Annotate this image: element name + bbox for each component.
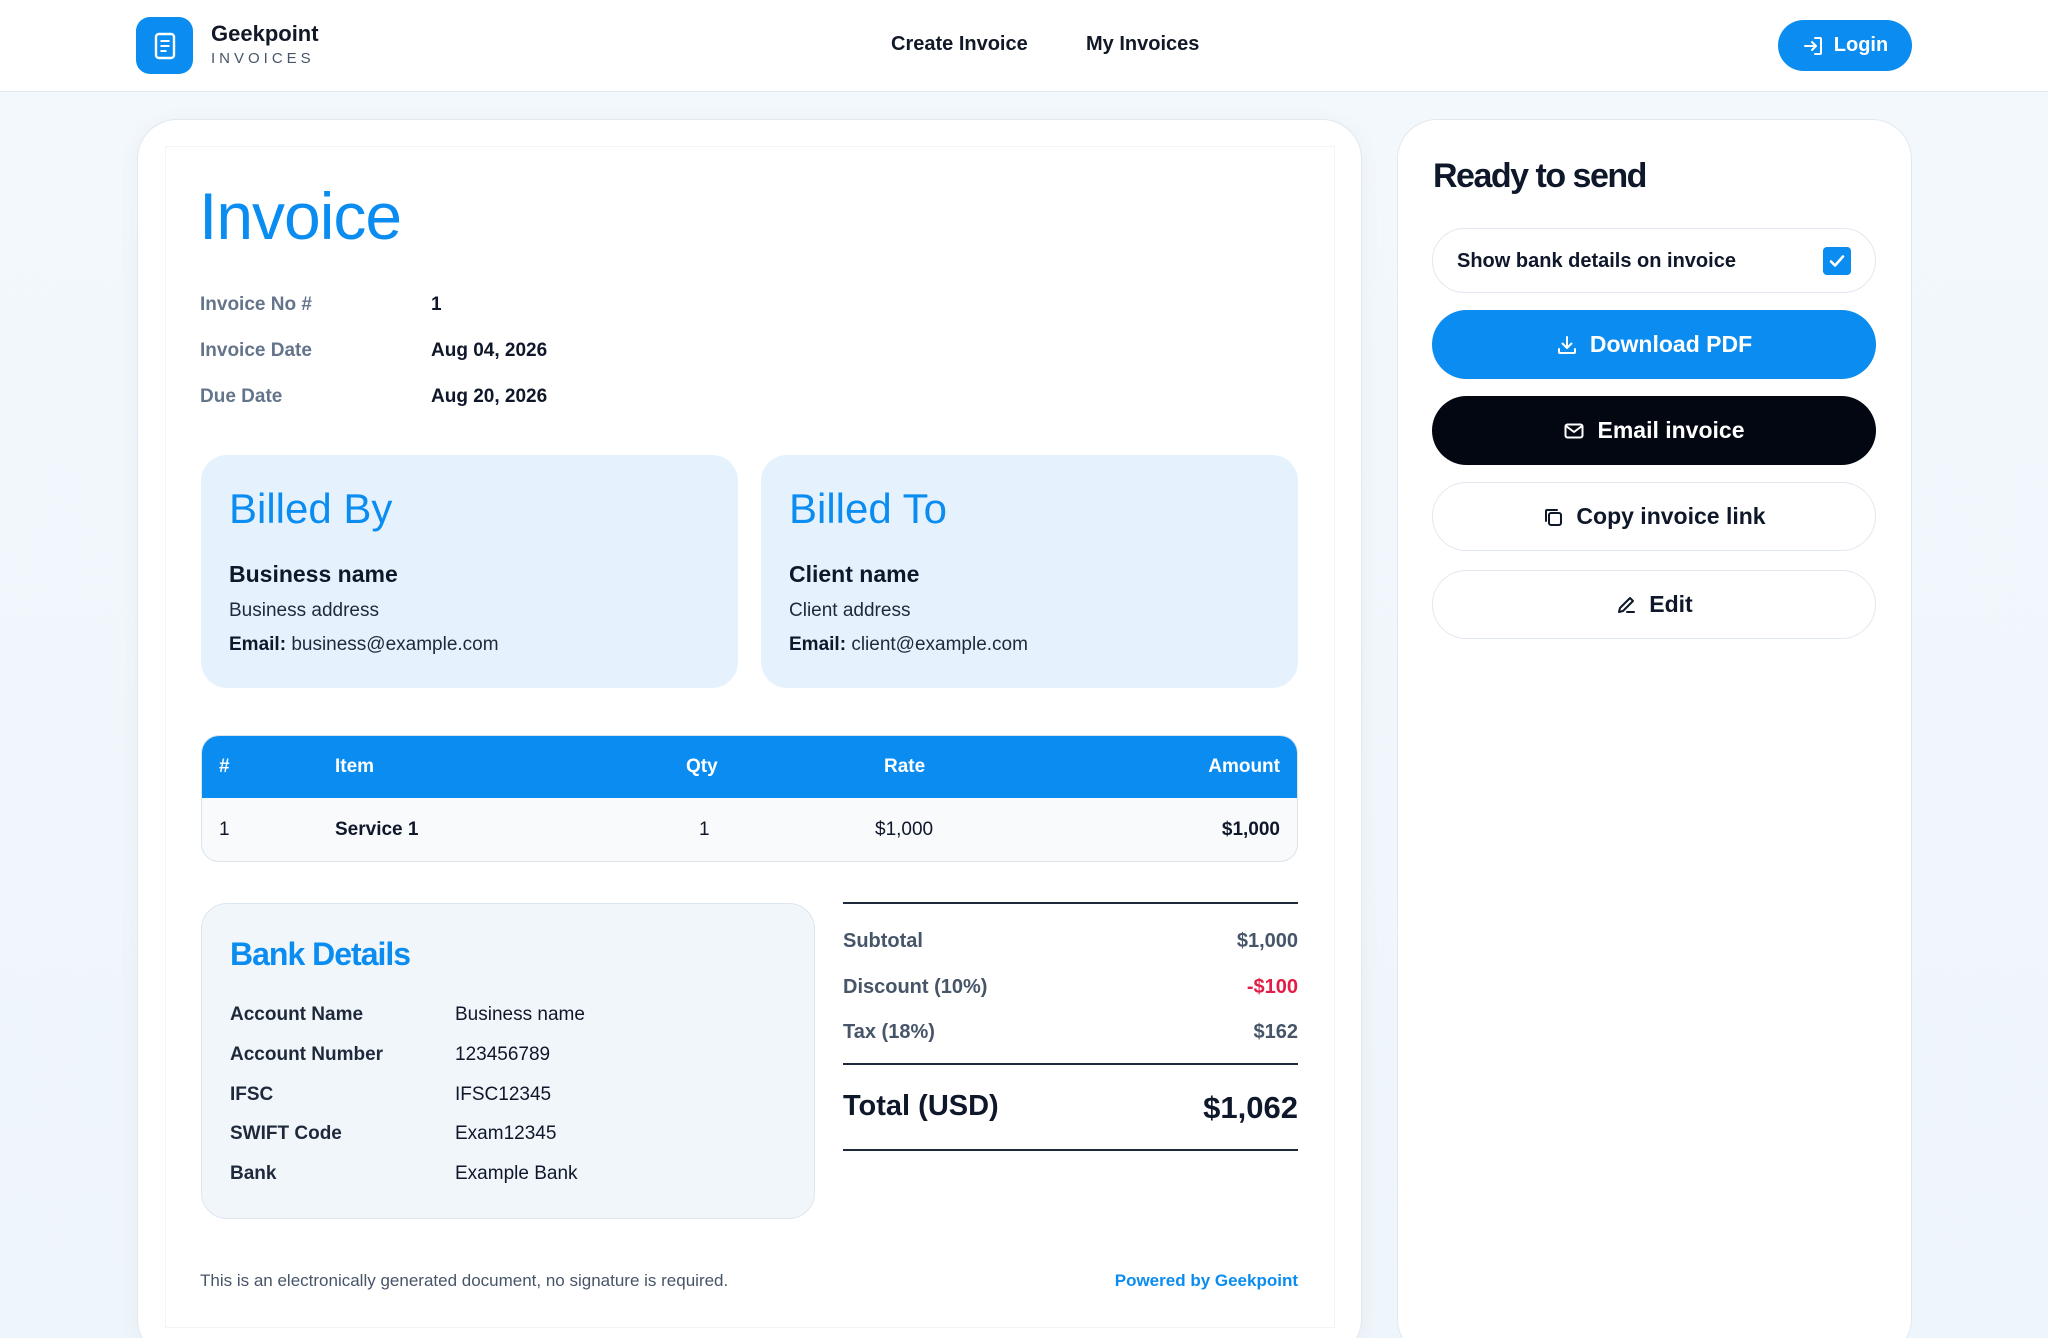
- download-pdf-button[interactable]: Download PDF: [1432, 310, 1876, 379]
- nav-create-invoice[interactable]: Create Invoice: [891, 33, 1028, 55]
- side-panel-title: Ready to send: [1433, 157, 1647, 195]
- billed-to-email-label: Email:: [789, 634, 847, 655]
- col-number: #: [219, 756, 230, 777]
- brand-name: Geekpoint: [211, 21, 319, 46]
- bank-swift-label: SWIFT Code: [230, 1123, 342, 1144]
- row-rate: $1,000: [875, 819, 934, 840]
- bank-details-box: Bank Details Account Name Business name …: [201, 903, 815, 1219]
- bank-name-label: Bank: [230, 1163, 277, 1184]
- copy-invoice-link-label: Copy invoice link: [1576, 503, 1766, 529]
- items-table: # Item Qty Rate Amount 1 Service 1 1 $1,…: [201, 735, 1298, 862]
- billed-to-name: Client name: [789, 561, 920, 587]
- col-item: Item: [335, 756, 375, 777]
- col-rate: Rate: [884, 756, 926, 777]
- billed-to-title: Billed To: [789, 485, 947, 532]
- top-header: Geekpoint INVOICES Create Invoice My Inv…: [0, 0, 2048, 92]
- billed-by-email-value: business@example.com: [291, 634, 499, 655]
- items-table-header: # Item Qty Rate Amount: [202, 736, 1297, 798]
- billed-by-address: Business address: [229, 600, 379, 621]
- email-invoice-label: Email invoice: [1597, 417, 1745, 443]
- billed-by-email: Email: business@example.com: [229, 634, 499, 656]
- bank-account-number-label: Account Number: [230, 1044, 384, 1065]
- brand-subtitle: INVOICES: [211, 50, 315, 67]
- login-label: Login: [1833, 34, 1889, 56]
- total-value: $1,062: [1203, 1090, 1298, 1125]
- bank-account-name-label: Account Name: [230, 1004, 364, 1025]
- pencil-icon: [1618, 596, 1636, 613]
- bank-ifsc-value: IFSC12345: [455, 1084, 552, 1105]
- bank-details-title: Bank Details: [230, 936, 411, 972]
- checkmark-icon: [1829, 255, 1845, 267]
- col-qty: Qty: [686, 756, 718, 777]
- billed-to-email-value: client@example.com: [851, 634, 1028, 655]
- login-button[interactable]: Login: [1778, 20, 1912, 71]
- download-icon: [1557, 335, 1576, 354]
- bank-details-toggle-row[interactable]: Show bank details on invoice: [1432, 228, 1876, 293]
- totals-top-divider: [843, 902, 1298, 904]
- powered-by-link[interactable]: Powered by Geekpoint: [1114, 1271, 1298, 1290]
- discount-value: -$100: [1246, 976, 1298, 998]
- billed-by-title: Billed By: [229, 485, 393, 532]
- bank-name-value: Example Bank: [455, 1163, 578, 1184]
- invoice-date-value: Aug 04, 2026: [431, 340, 548, 361]
- copy-invoice-link-button[interactable]: Copy invoice link: [1432, 482, 1876, 551]
- tax-value: $162: [1253, 1021, 1299, 1043]
- row-item: Service 1: [335, 819, 419, 840]
- billed-by-name: Business name: [229, 561, 398, 587]
- billed-to-address: Client address: [789, 600, 911, 621]
- discount-label: Discount (10%): [843, 976, 988, 998]
- due-date-label: Due Date: [200, 386, 283, 407]
- login-icon: [1803, 36, 1822, 55]
- totals-bottom-divider: [843, 1149, 1298, 1151]
- nav-my-invoices[interactable]: My Invoices: [1086, 33, 1200, 55]
- edit-label: Edit: [1649, 591, 1693, 617]
- copy-icon: [1545, 508, 1563, 526]
- tax-label: Tax (18%): [843, 1021, 935, 1043]
- totals-mid-divider: [843, 1063, 1298, 1065]
- invoice-no-label: Invoice No #: [200, 294, 312, 315]
- row-amount: $1,000: [1221, 819, 1280, 840]
- invoice-doc-icon: [154, 32, 175, 59]
- subtotal-label: Subtotal: [843, 930, 923, 952]
- logo[interactable]: [136, 17, 193, 74]
- row-qty: 1: [699, 819, 710, 840]
- due-date-value: Aug 20, 2026: [431, 386, 548, 407]
- edit-button[interactable]: Edit: [1432, 570, 1876, 639]
- side-panel: [1397, 119, 1912, 1338]
- invoice-date-label: Invoice Date: [200, 340, 312, 361]
- mail-icon: [1564, 423, 1584, 438]
- invoice-title: Invoice: [199, 179, 402, 253]
- billed-to-email: Email: client@example.com: [789, 634, 1028, 656]
- footer-note: This is an electronically generated docu…: [200, 1271, 729, 1290]
- bank-swift-value: Exam12345: [455, 1123, 557, 1144]
- bank-ifsc-label: IFSC: [230, 1084, 274, 1105]
- total-label: Total (USD): [843, 1090, 999, 1122]
- col-amount: Amount: [1208, 756, 1280, 777]
- invoice-no-value: 1: [431, 294, 442, 315]
- download-pdf-label: Download PDF: [1589, 331, 1753, 357]
- row-number: 1: [219, 819, 230, 840]
- billed-by-box: Billed By Business name Business address…: [201, 455, 738, 688]
- email-invoice-button[interactable]: Email invoice: [1432, 396, 1876, 465]
- subtotal-value: $1,000: [1236, 930, 1298, 952]
- totals-section: Subtotal $1,000 Discount (10%) -$100 Tax…: [843, 902, 1298, 1152]
- bank-account-name-value: Business name: [455, 1004, 585, 1025]
- bank-details-checkbox[interactable]: [1823, 247, 1851, 275]
- billed-by-email-label: Email:: [229, 634, 287, 655]
- bank-details-toggle-label: Show bank details on invoice: [1457, 250, 1736, 272]
- billed-to-box: Billed To Client name Client address Ema…: [761, 455, 1298, 688]
- bank-account-number-value: 123456789: [455, 1044, 551, 1065]
